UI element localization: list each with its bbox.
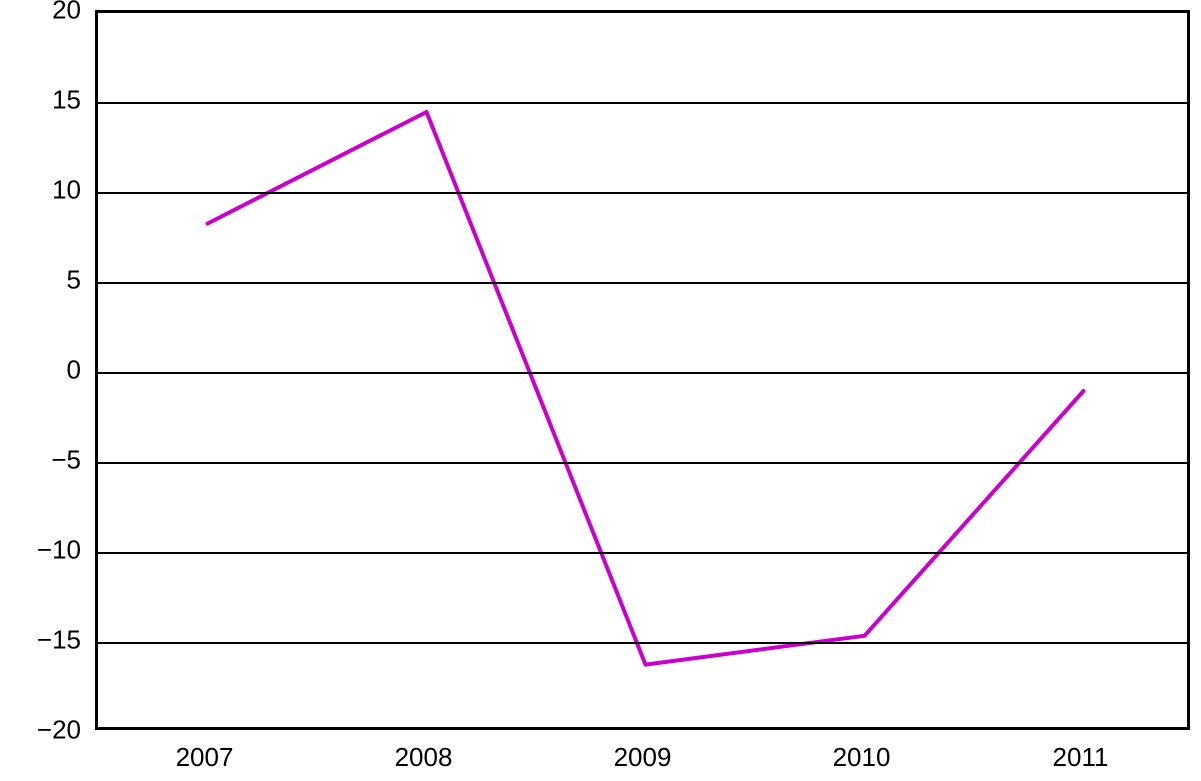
series-line (208, 112, 1084, 665)
y-gridline (98, 462, 1187, 464)
x-tick-label: 2011 (1053, 742, 1109, 773)
y-gridline (98, 552, 1187, 554)
y-gridline (98, 192, 1187, 194)
x-tick-label: 2009 (614, 742, 672, 773)
y-tick-label: −10 (37, 535, 81, 566)
line-chart: 20 15 10 5 0 −5 −10 −15 −20 2007 2008 2009 2010 2011 (0, 0, 1201, 781)
x-tick-label: 2008 (395, 742, 453, 773)
y-tick-label: 0 (67, 355, 81, 386)
y-tick-label: 10 (52, 175, 81, 206)
y-gridline (98, 642, 1187, 644)
y-tick-label: 15 (52, 85, 81, 116)
y-gridline (98, 102, 1187, 104)
y-gridline (98, 282, 1187, 284)
y-tick-label: −20 (37, 715, 81, 746)
y-tick-label: 20 (52, 0, 81, 26)
y-tick-label: −15 (37, 625, 81, 656)
y-gridline (98, 372, 1187, 374)
x-tick-label: 2010 (833, 742, 891, 773)
x-tick-label: 2007 (176, 742, 234, 773)
y-tick-label: −5 (51, 445, 81, 476)
y-tick-label: 5 (67, 265, 81, 296)
plot-area (95, 10, 1190, 730)
